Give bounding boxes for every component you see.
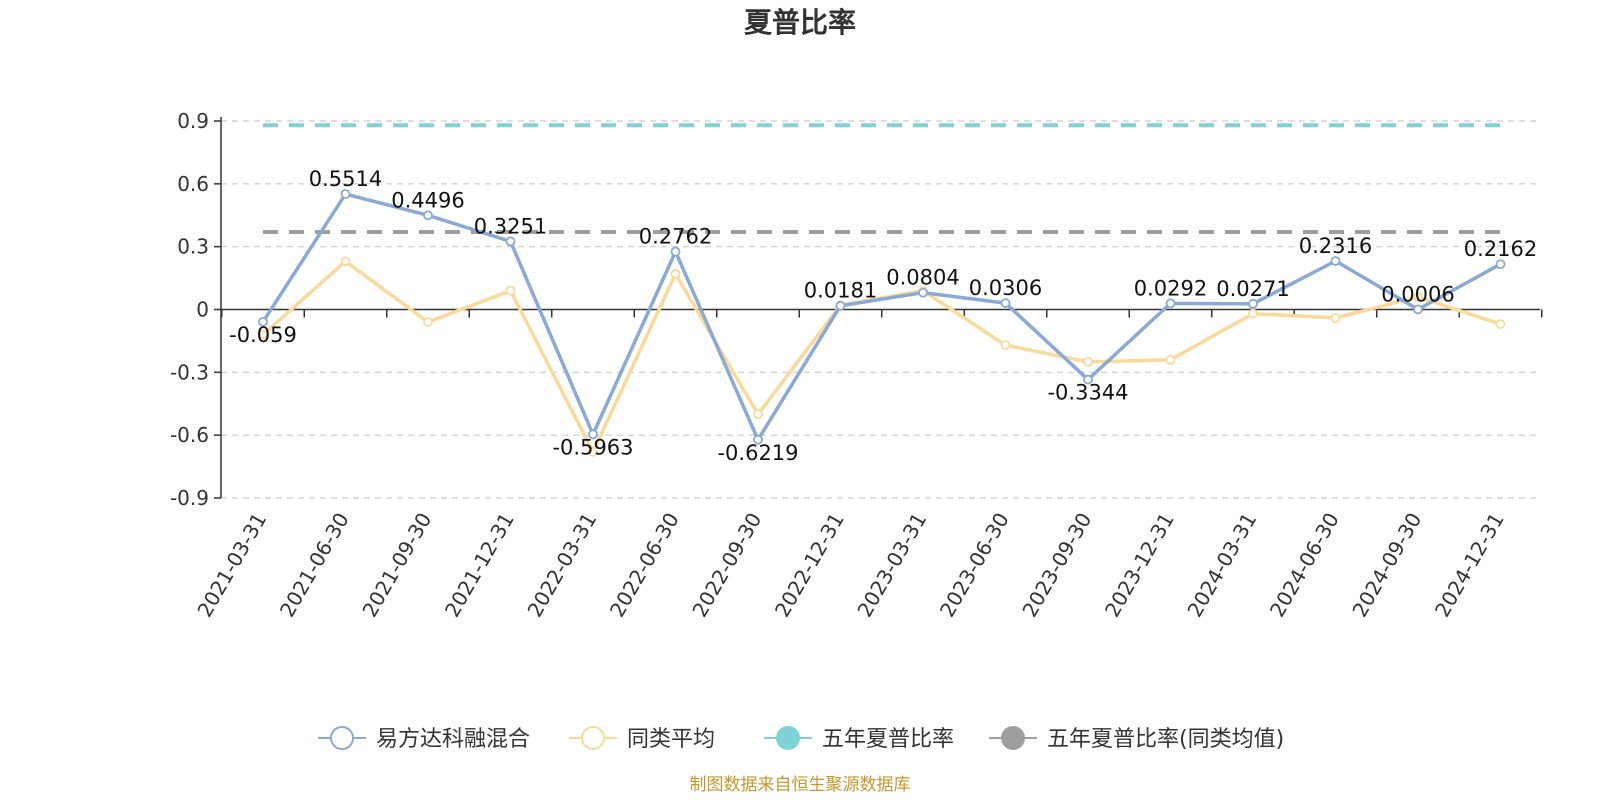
series-point: [918, 287, 928, 298]
x-tick-label: 2021-09-30: [357, 509, 436, 622]
legend: 易方达科融混合 同类平均 五年夏普比率 五年夏普比率(同类均值): [318, 726, 1284, 752]
y-tick-label: -0.3: [170, 360, 209, 384]
series-point: [835, 300, 846, 311]
series-point: [670, 246, 681, 257]
y-axis-ticks: 0.9 0.6 0.3 0 -0.3 -0.6 -0.9: [170, 109, 221, 510]
series-point: [1165, 298, 1176, 309]
legend-label: 易方达科融混合: [376, 727, 530, 752]
x-tick-label: 2023-06-30: [935, 509, 1014, 622]
legend-marker: [330, 726, 354, 750]
data-label: -0.059: [229, 323, 297, 347]
data-label: -0.3344: [1047, 381, 1128, 405]
x-axis-ticks: 2021-03-31 2021-06-30 2021-09-30 2021-12-31…: [192, 309, 1543, 622]
series-point: [588, 447, 598, 457]
reference-lines: [263, 123, 1501, 235]
series-point: [1165, 354, 1176, 365]
data-label: 0.0804: [886, 266, 959, 290]
x-tick-label: 2024-12-31: [1430, 509, 1509, 622]
series-point: [1330, 312, 1341, 323]
x-tick-label: 2023-03-31: [852, 509, 931, 622]
legend-item[interactable]: 五年夏普比率(同类均值): [989, 726, 1284, 752]
x-tick-label: 2021-12-31: [440, 509, 519, 622]
data-label: 0.0006: [1381, 282, 1454, 306]
series-point: [1083, 374, 1093, 385]
data-label: 0.5514: [309, 167, 382, 191]
data-label: 0.0306: [969, 276, 1042, 300]
series-point: [588, 429, 598, 440]
series-point: [258, 329, 268, 340]
series-point: [1000, 340, 1011, 351]
series-point: [1248, 298, 1258, 309]
series-point: [258, 316, 268, 327]
x-tick-label: 2021-03-31: [192, 509, 271, 622]
data-labels: -0.059 0.5514 0.4496 0.3251 -0.5963 0.2762 -0.…: [229, 167, 1537, 465]
x-tick-label: 2022-09-30: [687, 509, 766, 622]
legend-label: 同类平均: [627, 727, 715, 752]
series-point: [505, 236, 516, 247]
x-tick-label: 2023-12-31: [1100, 509, 1179, 622]
axes: [220, 117, 1540, 498]
legend-marker: [776, 726, 800, 750]
data-label: 0.2162: [1464, 237, 1537, 261]
data-label: 0.2316: [1299, 234, 1372, 258]
chart-title: 夏普比率: [744, 6, 856, 39]
legend-label: 五年夏普比率: [822, 727, 954, 752]
y-tick-label: 0.3: [177, 235, 209, 259]
series-point: [423, 317, 433, 327]
x-tick-label: 2022-03-31: [522, 509, 601, 622]
x-tick-label: 2023-09-30: [1017, 509, 1096, 622]
x-tick-label: 2024-06-30: [1265, 509, 1344, 622]
series-line: [261, 192, 1502, 442]
y-tick-label: 0.9: [177, 109, 209, 133]
data-label: 0.0271: [1216, 277, 1289, 301]
series-point: [1330, 256, 1341, 266]
series-point: [1495, 319, 1506, 330]
series-point: [340, 189, 351, 199]
y-tick-label: -0.6: [170, 423, 209, 447]
source-note: 制图数据来自恒生聚源数据库: [690, 775, 911, 795]
y-tick-label: 0: [196, 298, 209, 322]
series-point: [753, 409, 763, 420]
y-tick-label: 0.6: [177, 172, 209, 196]
series-point: [1413, 292, 1423, 302]
data-label: -0.6219: [717, 441, 798, 465]
legend-item[interactable]: 五年夏普比率: [764, 726, 954, 752]
data-label: 0.3251: [474, 214, 547, 238]
series-lines: [258, 189, 1506, 457]
data-label: -0.5963: [552, 435, 633, 459]
x-tick-label: 2022-06-30: [605, 509, 684, 622]
series-line: [261, 259, 1502, 454]
series-point: [670, 268, 681, 279]
legend-marker: [581, 726, 605, 750]
data-label: 0.4496: [391, 188, 464, 212]
legend-marker: [1001, 726, 1025, 750]
series-point: [1248, 308, 1258, 319]
data-label: 0.0181: [804, 279, 877, 303]
x-tick-label: 2022-12-31: [770, 509, 849, 622]
series-point: [1495, 259, 1506, 270]
x-tick-label: 2021-06-30: [275, 509, 354, 622]
legend-item[interactable]: 同类平均: [569, 726, 715, 752]
x-tick-label: 2024-09-30: [1347, 509, 1426, 622]
data-label: 0.0292: [1134, 276, 1207, 300]
series-point: [423, 210, 433, 221]
series-point: [1000, 298, 1011, 308]
data-label: 0.2762: [639, 225, 712, 249]
legend-label: 五年夏普比率(同类均值): [1047, 727, 1284, 752]
series-point: [340, 256, 351, 267]
legend-item[interactable]: 易方达科融混合: [318, 726, 530, 752]
y-tick-label: -0.9: [170, 486, 209, 510]
series-point: [1413, 304, 1423, 315]
series-point: [505, 285, 516, 296]
x-tick-label: 2024-03-31: [1182, 509, 1261, 622]
series-point: [753, 434, 763, 445]
series-point: [1083, 356, 1093, 367]
